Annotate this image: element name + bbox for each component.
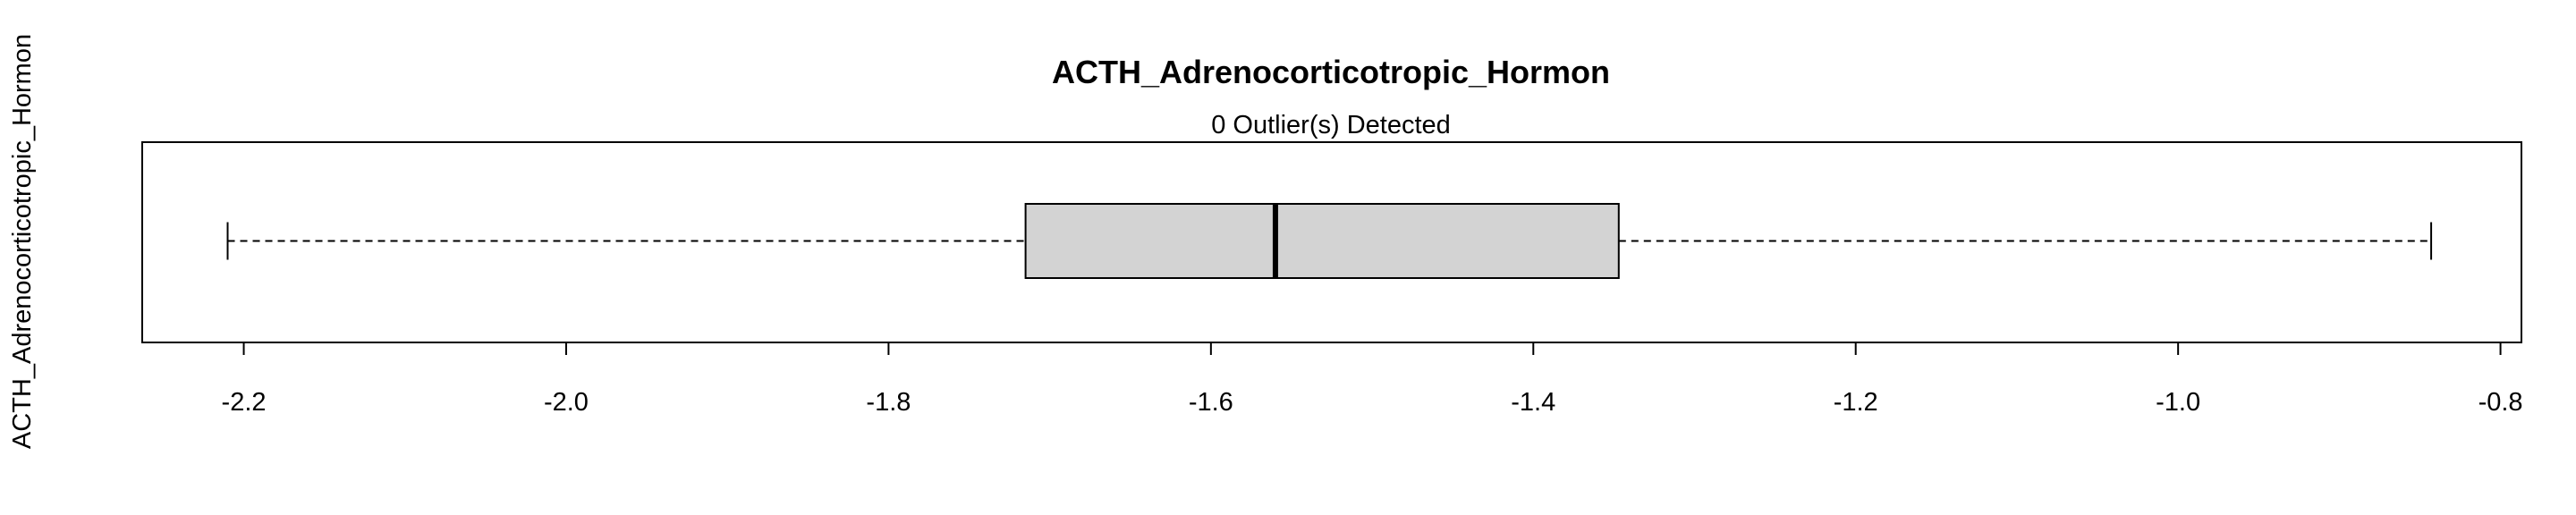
x-axis: -2.2 -2.0 -1.8 -1.6 -1.4 -1.2 -1.0 -0.8 — [222, 342, 2523, 417]
x-tick-label: -1.4 — [1511, 388, 1555, 417]
x-tick-label: -2.0 — [544, 388, 589, 417]
x-tick-label: -1.2 — [1834, 388, 1878, 417]
box-group — [226, 203, 2433, 279]
x-tick-label: -1.8 — [866, 388, 911, 417]
x-tick-label: -2.2 — [222, 388, 267, 417]
x-tick-label: -1.0 — [2156, 388, 2200, 417]
chart-title: ACTH_Adrenocorticotropic_Hormon — [1052, 54, 1610, 90]
chart-subtitle: 0 Outlier(s) Detected — [1211, 111, 1451, 139]
y-axis-label: ACTH_Adrenocorticotropic_Hormon — [8, 34, 37, 449]
iqr-box — [1024, 203, 1620, 279]
x-tick-label: -0.8 — [2479, 388, 2523, 417]
x-tick-label: -1.6 — [1189, 388, 1233, 417]
